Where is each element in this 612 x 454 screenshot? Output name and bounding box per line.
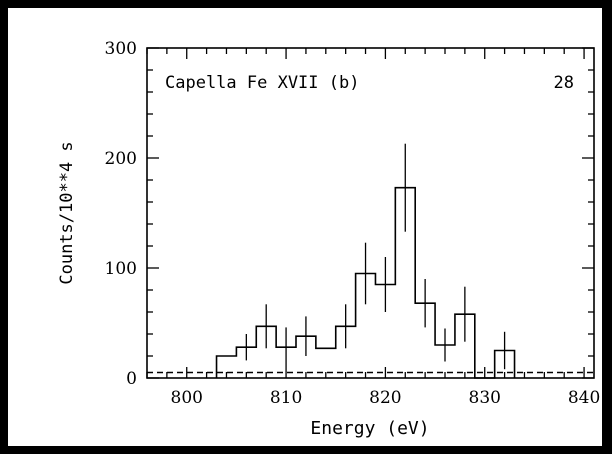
y-axis-label: Counts/10**4 s — [57, 141, 77, 284]
x-tick-label: 830 — [469, 388, 501, 408]
x-tick-label: 800 — [171, 388, 203, 408]
x-tick-label: 840 — [568, 388, 600, 408]
histogram-step-line — [215, 186, 516, 379]
figure: 800 810 820 830 840 0 100 200 300 Capella Fe XVI… — [8, 8, 602, 446]
x-tick-label: 820 — [369, 388, 401, 408]
y-tick-label: 0 — [126, 369, 137, 389]
tick-marks — [146, 47, 594, 379]
plot-frame — [146, 47, 595, 379]
error-bars — [245, 143, 506, 370]
panel-number: 28 — [554, 73, 574, 93]
x-tick-label: 810 — [270, 388, 302, 408]
y-tick-label: 100 — [105, 259, 137, 279]
x-axis-label: Energy (eV) — [310, 418, 429, 439]
y-tick-label: 200 — [105, 149, 137, 169]
chart-title: Capella Fe XVII (b) — [165, 73, 359, 93]
histogram-chart: 800 810 820 830 840 0 100 200 300 Capella Fe XVI… — [57, 39, 601, 439]
tick-labels: 800 810 820 830 840 0 100 200 300 — [105, 39, 601, 408]
y-tick-label: 300 — [105, 39, 137, 59]
